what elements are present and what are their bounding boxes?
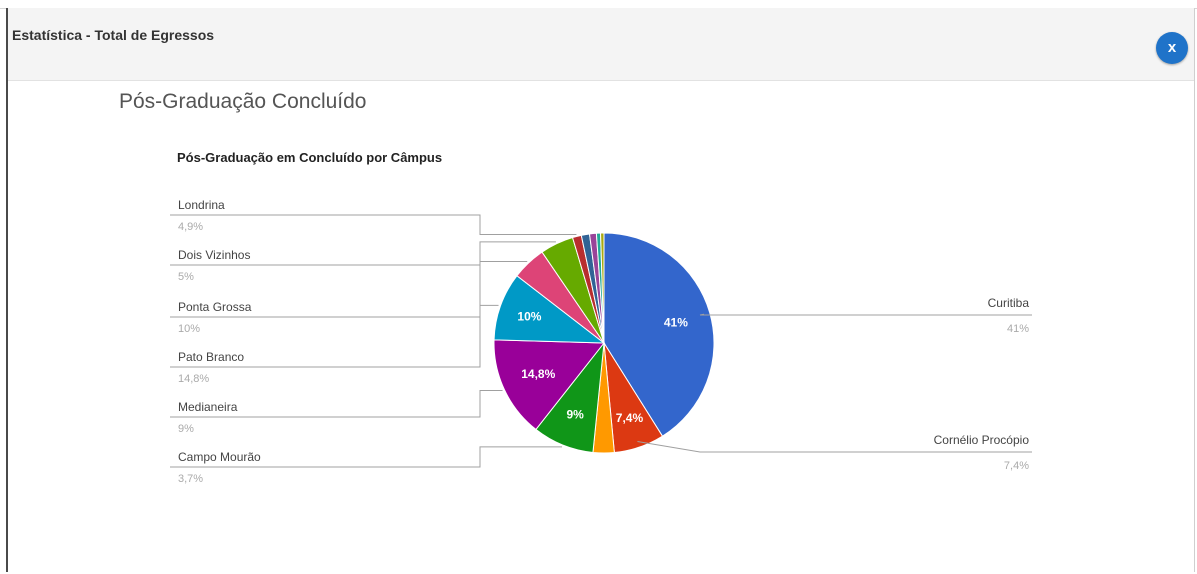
callout-label-medianeira: Medianeira: [178, 400, 238, 414]
callout-value-ponta-grossa: 10%: [178, 323, 200, 335]
pie-slices: [493, 232, 715, 454]
pie-slice-medianeira[interactable]: [493, 339, 606, 431]
callout-line-cornelio-procopio: [637, 440, 1032, 453]
pie-slice-other-12[interactable]: [600, 232, 605, 344]
close-button[interactable]: x: [1156, 32, 1188, 64]
modal-header: Estatística - Total de Egressos x: [8, 8, 1194, 81]
callout-value-curitiba: 41%: [1007, 323, 1029, 335]
callout-value-cornelio-procopio: 7,4%: [1004, 460, 1029, 472]
inner-labels: 41% 7,4% 9% 14,8% 10%: [517, 309, 688, 425]
callout-value-campo-mourao: 3,7%: [178, 473, 203, 485]
callout-line-ponta-grossa: [170, 260, 528, 318]
callout-label-ponta-grossa: Ponta Grossa: [178, 300, 252, 314]
callout-value-medianeira: 9%: [178, 423, 194, 435]
callout-line-curitiba: [699, 313, 1032, 316]
slice-value-label: 7,4%: [616, 411, 644, 425]
callout-label-londrina: Londrina: [178, 198, 225, 212]
chart-title: Pós-Graduação em Concluído por Câmpus: [177, 150, 442, 165]
callout-value-dois-vizinhos: 5%: [178, 271, 194, 283]
pie-slice-curitiba[interactable]: [603, 232, 715, 437]
callout-line-campo-mourao: [170, 446, 563, 468]
callout-value-pato-branco: 14,8%: [178, 373, 209, 385]
callout-label-curitiba: Curitiba: [988, 296, 1030, 310]
slice-value-label: 14,8%: [521, 367, 555, 381]
slice-value-label: 10%: [517, 309, 541, 323]
slice-value-label: 9%: [566, 407, 584, 421]
modal-title: Estatística - Total de Egressos: [12, 27, 215, 43]
callout-label-pato-branco: Pato Branco: [178, 350, 244, 364]
callout-line-dois-vizinhos: [170, 241, 556, 266]
callout-label-campo-mourao: Campo Mourão: [178, 450, 261, 464]
callout-value-londrina: 4,9%: [178, 221, 203, 233]
callouts: Londrina 4,9% Dois Vizinhos 5% Ponta Grossa 1…: [170, 198, 1032, 485]
slice-value-label: 41%: [664, 315, 688, 329]
section-title: Pós-Graduação Concluído: [119, 90, 367, 113]
callout-line-pato-branco: [170, 304, 499, 368]
callout-label-cornelio-procopio: Cornélio Procópio: [934, 433, 1030, 447]
callout-line-londrina: [170, 214, 577, 235]
callout-label-dois-vizinhos: Dois Vizinhos: [178, 248, 250, 262]
callout-line-medianeira: [170, 389, 503, 418]
